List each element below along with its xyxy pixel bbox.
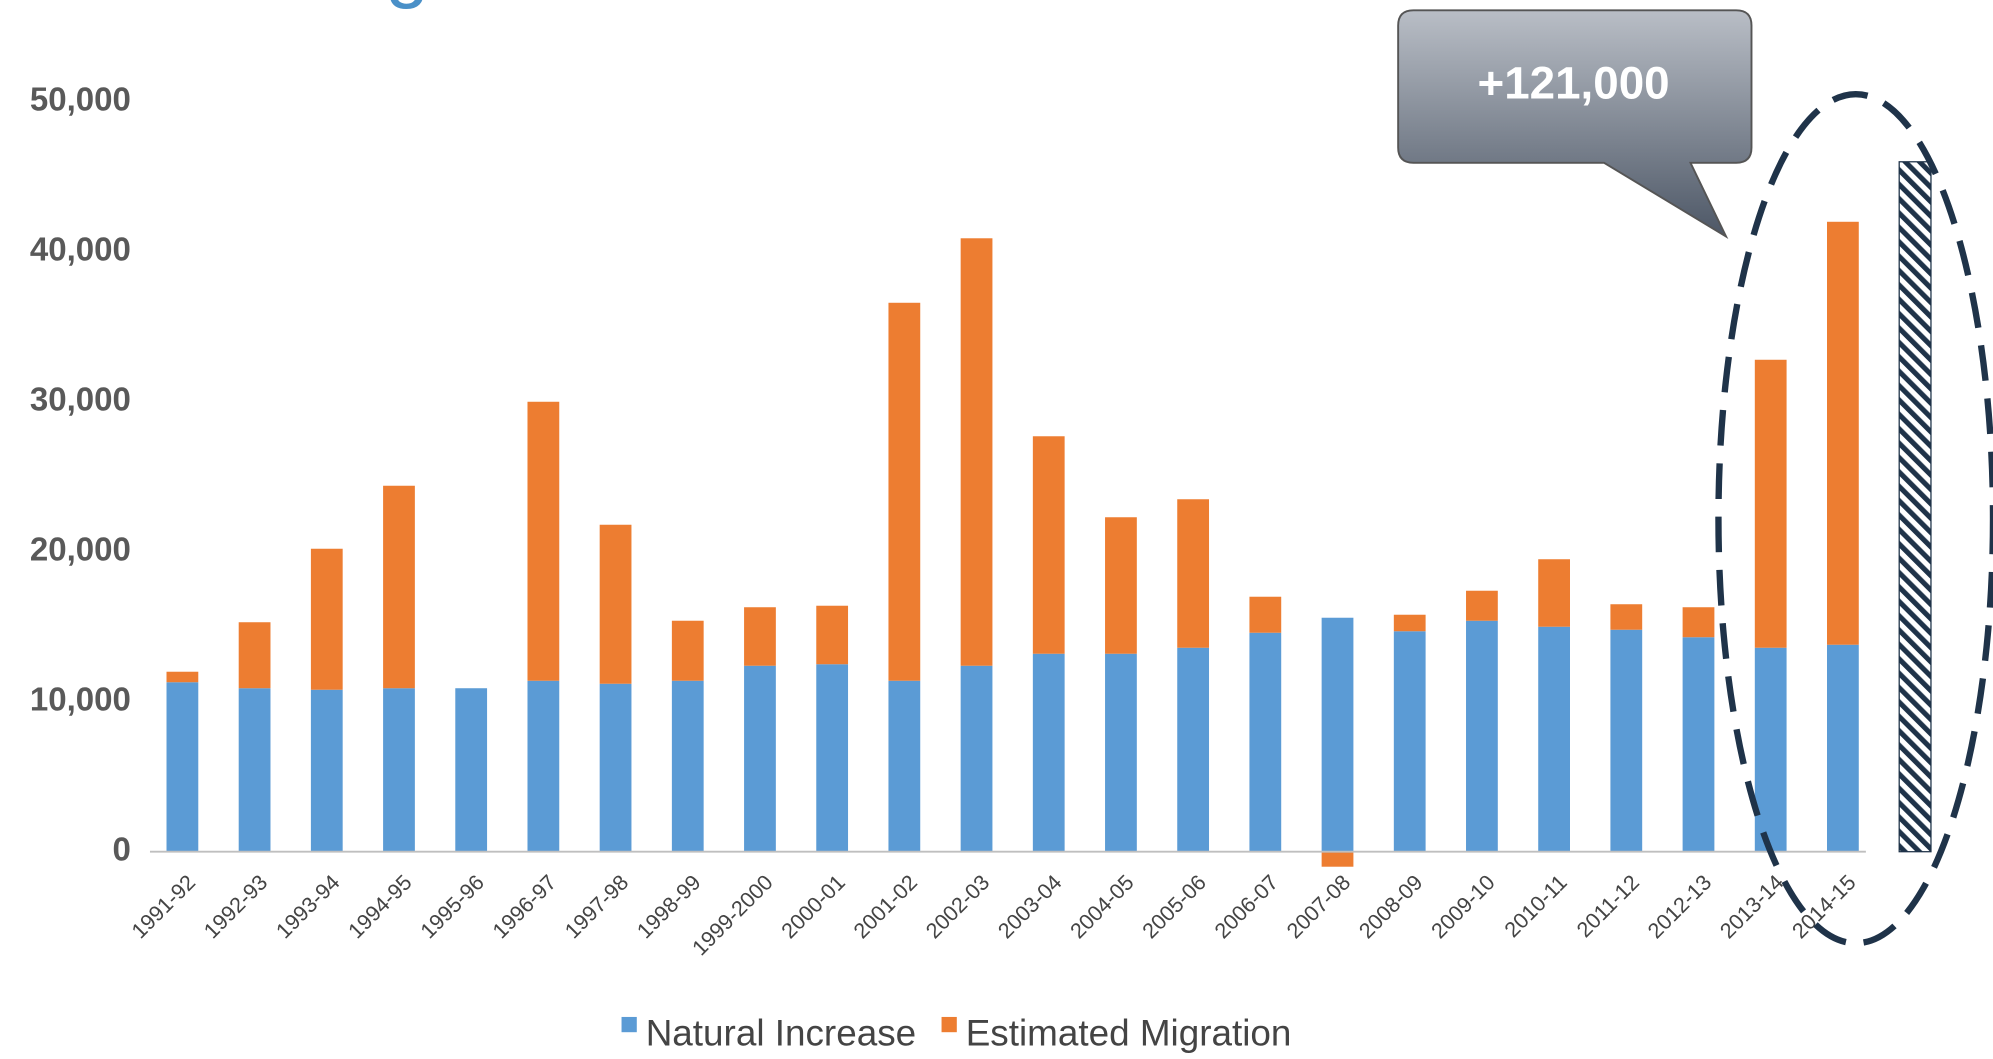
projection-bar <box>1898 161 1932 853</box>
bar-segment <box>383 688 415 852</box>
x-tick-label: 1996-97 <box>487 870 561 944</box>
x-tick-label: 2012-13 <box>1643 870 1717 944</box>
bar-segment <box>1249 632 1282 852</box>
bar-segment <box>1610 604 1643 630</box>
legend-label: Natural Increase <box>646 1013 916 1054</box>
x-tick-label: 2009-10 <box>1426 870 1500 944</box>
bar-segment <box>238 688 271 852</box>
x-tick-label: 2006-07 <box>1209 870 1283 944</box>
x-tick-label: 1994-95 <box>343 870 417 944</box>
x-tick-label: 2002-03 <box>921 870 995 944</box>
x-tick-label: 2004-05 <box>1065 870 1139 944</box>
y-tick-label: 0 <box>113 831 131 868</box>
x-tick-label: 1995-96 <box>415 870 489 944</box>
x-tick-label: 2005-06 <box>1137 870 1211 944</box>
bar-segment <box>1105 517 1137 654</box>
bar-segment <box>1177 499 1210 648</box>
x-tick-label: 1991-92 <box>126 870 200 944</box>
bar-segment <box>1754 647 1787 852</box>
bar-segment <box>1105 653 1137 852</box>
bar-segment <box>1538 559 1570 627</box>
bar-segment <box>671 620 704 681</box>
bar-segment <box>599 683 632 852</box>
bar-segment <box>1827 644 1859 852</box>
x-tick-label: 2013-14 <box>1715 870 1789 944</box>
bar-segment <box>1321 851 1354 867</box>
bar-segment <box>888 680 921 852</box>
y-tick-label: 10,000 <box>30 681 131 718</box>
bar-segment <box>1032 436 1065 654</box>
x-tick-label: 2008-09 <box>1354 870 1428 944</box>
bar-segment <box>888 302 921 681</box>
bar-segment <box>1538 626 1570 852</box>
bar-segment <box>1032 653 1065 852</box>
x-tick-label: 1998-99 <box>632 870 706 944</box>
bar-segment <box>1466 590 1498 621</box>
bar-segment <box>671 680 704 852</box>
y-tick-label: 40,000 <box>30 232 131 269</box>
bar-segment <box>1177 647 1210 852</box>
x-tick-label: 2001-02 <box>848 870 922 944</box>
x-tick-label: 2003-04 <box>993 870 1067 944</box>
bar-segment <box>527 680 560 852</box>
bar-segment <box>1827 221 1859 645</box>
bar-segment <box>383 485 415 689</box>
bar-segment <box>744 607 776 666</box>
bar-segment <box>238 622 271 689</box>
bar-segment <box>960 665 993 852</box>
bar-segment <box>1249 596 1282 633</box>
bar-segment <box>527 401 560 681</box>
x-tick-label: 1997-98 <box>560 870 634 944</box>
bar-segment <box>1466 620 1498 852</box>
x-tick-label: 2000-01 <box>776 870 850 944</box>
bar-segment <box>1754 359 1787 648</box>
bar-segment <box>310 548 343 690</box>
title-highlight: growth <box>385 0 622 9</box>
bar-segment <box>310 689 343 852</box>
bar-segment <box>1610 629 1643 852</box>
legend-swatch <box>941 1016 957 1033</box>
x-tick-label: 1992-93 <box>199 870 273 944</box>
bar-segment <box>1321 617 1354 852</box>
callout <box>1397 9 1753 239</box>
bar-segment <box>455 688 488 852</box>
y-tick-label: 50,000 <box>30 82 131 119</box>
legend-label: Estimated Migration <box>966 1013 1292 1054</box>
bar-segment <box>816 605 849 665</box>
title-text: Auckland's <box>0 0 363 9</box>
chart-title: Auckland's growth <box>0 0 622 9</box>
bar-segment <box>1393 631 1426 852</box>
bar-segment <box>166 682 199 852</box>
x-tick-label: 2007-08 <box>1282 870 1356 944</box>
bar-segment <box>1682 607 1715 638</box>
bar-segment <box>166 671 199 683</box>
y-tick-label: 30,000 <box>30 381 131 418</box>
plot: 010,00020,00030,00040,00050,0001991-9219… <box>30 82 1932 1054</box>
bar-segment <box>960 238 993 666</box>
x-tick-label: 1993-94 <box>271 870 345 944</box>
bar-segment <box>816 664 849 852</box>
y-tick-label: 20,000 <box>30 531 131 568</box>
bar-segment <box>1682 637 1715 852</box>
x-tick-label: 2011-12 <box>1571 870 1644 943</box>
callout-text: +121,000 <box>1478 58 1670 109</box>
bar-segment <box>744 665 776 852</box>
bar-segment <box>599 524 632 684</box>
bar-segment <box>1393 614 1426 632</box>
legend-swatch <box>621 1016 637 1033</box>
x-tick-label: 2010-11 <box>1499 870 1572 943</box>
highlight-ellipse <box>1715 91 1993 947</box>
